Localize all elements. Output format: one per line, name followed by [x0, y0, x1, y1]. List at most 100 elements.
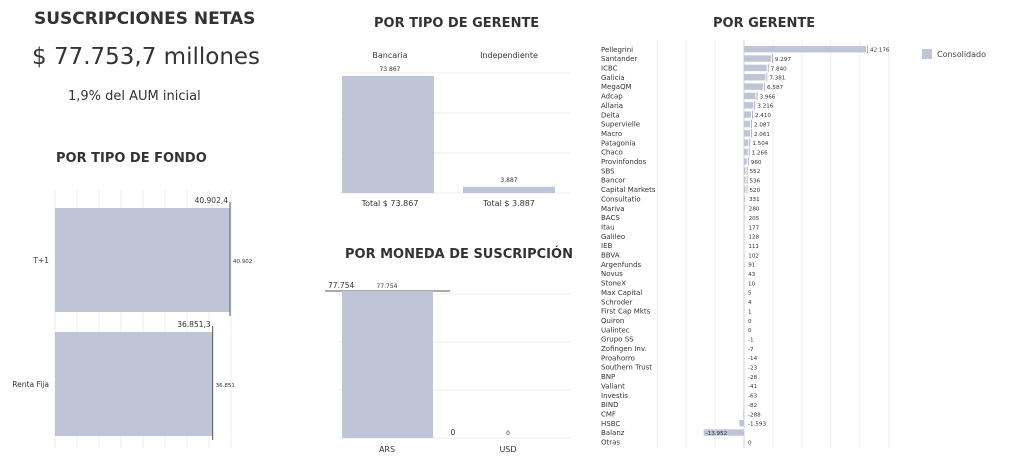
gerente-bar [744, 214, 745, 221]
gerente-category-label: Pellegrini [601, 46, 633, 54]
gerente-value-label: 5 [748, 291, 752, 297]
gerente-value-label: -23 [748, 366, 758, 372]
gerente-category-label: BIND [601, 401, 619, 409]
gerente-value-label: 7.840 [771, 66, 787, 72]
gerente-category-label: BACS [601, 214, 620, 222]
gerente-category-label: First Cap Mkts [601, 308, 651, 316]
gerente-category-label: Investis [601, 392, 628, 400]
gerente-value-label: 111 [748, 244, 759, 250]
gerente-bar [744, 130, 750, 137]
gerente-category-label: Quiron [601, 317, 624, 325]
fondo-bar [55, 208, 230, 312]
gerente-category-label: Provinfondos [601, 158, 647, 166]
gerente-bar [744, 223, 745, 231]
fondo-value-label: 36.851 [216, 383, 235, 389]
gerente-value-label: -13.952 [706, 431, 728, 437]
gerente-bar [744, 83, 764, 90]
gerente-value-label: 0 [748, 440, 752, 446]
gerente-value-label: -1.593 [748, 422, 766, 428]
moneda-value-label: 0 [506, 430, 510, 437]
gerente-value-label: 128 [748, 235, 759, 241]
moneda-value-label: 77.754 [377, 283, 398, 290]
gerente-value-label: 9.297 [775, 57, 791, 63]
gerente-category-label: Santander [601, 55, 637, 63]
gerente-value-label: -63 [748, 394, 758, 400]
gerente-value-label: 1.266 [752, 150, 768, 156]
gerente-bar [744, 139, 749, 146]
gerente-bar [739, 420, 744, 427]
gerente-bar [744, 167, 746, 174]
gerente-category-label: CMF [601, 410, 616, 418]
gerente-value-label: 102 [748, 253, 759, 259]
gerente-bar [744, 148, 748, 156]
gerente-category-label: Zofingen Inv. [601, 345, 647, 353]
kpi-total-value: $ 77.753,7 millones [32, 44, 261, 70]
gerente-value-label: 177 [749, 225, 760, 231]
gerente-category-label: ICBC [601, 65, 618, 73]
gerente-value-label: 205 [749, 216, 760, 222]
gerente-category-label: Valiant [601, 382, 625, 390]
gerente-value-label: -288 [748, 412, 761, 418]
moneda-chart-title: POR MONEDA DE SUSCRIPCIÓN [345, 247, 573, 262]
fondo-category-label: Renta Fija [12, 380, 49, 389]
gerente-category-label: Patagonia [601, 139, 636, 147]
gerente-category-label: Grupo SS [601, 336, 634, 344]
gerente-value-label: 1.504 [752, 141, 768, 147]
gerente-tipo-value-label: 3.887 [500, 177, 517, 184]
moneda-category-label: USD [499, 445, 516, 454]
gerente-category-label: Adcap [601, 93, 623, 101]
gerente-bar [744, 186, 746, 193]
gerente-bar [744, 120, 751, 128]
gerente-bar [703, 429, 744, 436]
gerente-category-label: Bancor [601, 177, 626, 185]
moneda-ref-label: 77.754 [328, 281, 354, 290]
legend-label: Consolidado [937, 49, 987, 59]
gerente-bar [744, 102, 754, 109]
gerente-category-label: BNP [601, 373, 615, 381]
gerente-tipo-value-label: 73.867 [380, 66, 401, 73]
gerente-category-label: Argenfunds [601, 261, 642, 269]
gerente-category-label: MegaQM [601, 83, 632, 91]
gerente-value-label: 2.087 [754, 122, 770, 128]
gerente-value-label: 0 [748, 319, 752, 325]
gerente-chart: Pellegrini 42.176 Santander 9.297 ICBC 7.840 G… [601, 40, 890, 449]
gerente-bar [744, 64, 767, 72]
gerente-bar [744, 204, 745, 212]
fondo-chart: 40.902,4 40.902 T+1 36.851,3 36.851 Renta Fij… [12, 190, 252, 448]
gerente-tipo-chart-title: POR TIPO DE GERENTE [374, 16, 540, 31]
gerente-value-label: 520 [750, 188, 761, 194]
gerente-tipo-chart: 73.867 Bancaria Total $ 73.867 3.887 Indepen… [340, 51, 570, 208]
gerente-category-label: Southern Trust [601, 364, 652, 372]
fondo-bar [55, 332, 213, 436]
gerente-category-label: Macro [601, 130, 622, 138]
gerente-value-label: 0 [748, 328, 752, 334]
gerente-value-label: 42.176 [870, 48, 890, 54]
gerente-tipo-bar [342, 76, 434, 193]
gerente-value-label: 3.216 [757, 104, 773, 110]
gerente-category-label: Chaco [601, 149, 623, 157]
gerente-category-label: Mariva [601, 205, 625, 213]
gerente-category-label: HSBC [601, 420, 620, 428]
gerente-chart-title: POR GERENTE [713, 16, 816, 31]
gerente-value-label: 7.381 [769, 76, 785, 82]
gerente-category-label: Balanz [601, 429, 625, 437]
gerente-value-label: 3.966 [759, 94, 775, 100]
gerente-bar [744, 74, 766, 81]
gerente-value-label: -82 [748, 403, 757, 409]
moneda-bar [342, 291, 433, 438]
fondo-total-label: 40.902,4 [195, 196, 229, 205]
gerente-category-label: Supervielle [601, 121, 640, 129]
gerente-bar [744, 55, 771, 62]
gerente-value-label: 43 [748, 272, 756, 278]
gerente-value-label: -7 [748, 347, 754, 353]
gerente-value-label: 10 [748, 281, 756, 287]
gerente-category-label: Galileo [601, 233, 625, 241]
kpi-title: SUSCRIPCIONES NETAS [34, 9, 256, 29]
gerente-value-label: 280 [749, 207, 760, 213]
gerente-category-label: StoneX [601, 280, 626, 288]
fondo-value-label: 40.902 [233, 259, 252, 265]
fondo-total-label: 36.851,3 [177, 320, 211, 329]
moneda-category-label: ARS [379, 445, 395, 454]
gerente-value-label: -1 [748, 337, 754, 343]
gerente-bar [744, 176, 746, 184]
